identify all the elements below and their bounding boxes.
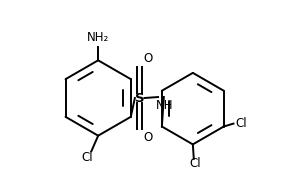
Text: Cl: Cl	[81, 151, 93, 164]
Text: Cl: Cl	[235, 117, 247, 130]
Text: O: O	[143, 131, 152, 144]
Text: NH: NH	[156, 99, 173, 112]
Text: S: S	[135, 92, 145, 105]
Text: O: O	[143, 52, 152, 65]
Text: Cl: Cl	[189, 157, 201, 170]
Text: NH₂: NH₂	[87, 31, 109, 44]
